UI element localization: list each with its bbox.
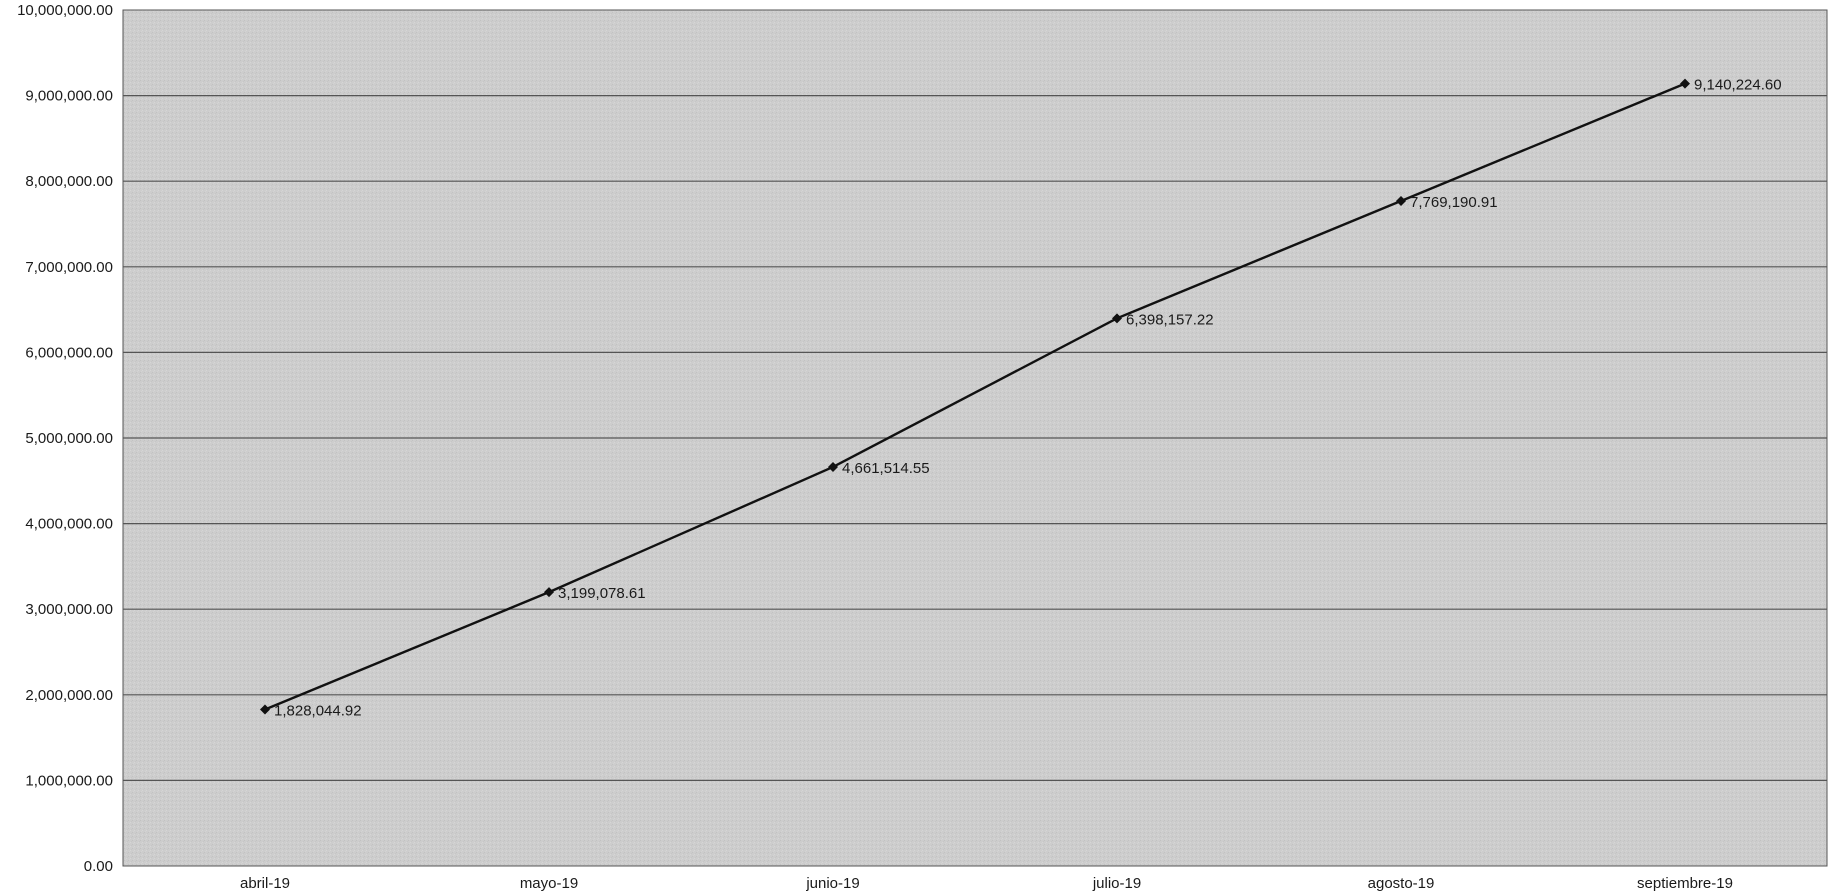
gridlines [123, 94, 1827, 782]
x-tick-label: julio-19 [1092, 875, 1141, 892]
data-label: 3,199,078.61 [558, 585, 646, 602]
data-labels: 1,828,044.92 3,199,078.61 4,661,514.55 6,39… [274, 77, 1782, 720]
data-label: 1,828,044.92 [274, 703, 362, 720]
y-tick-label: 0.00 [84, 858, 113, 875]
data-point-marker [260, 704, 270, 715]
data-label: 4,661,514.55 [842, 460, 930, 477]
x-tick-label: abril-19 [240, 875, 290, 892]
y-tick-label: 8,000,000.00 [25, 173, 113, 190]
x-tick-label: junio-19 [805, 875, 859, 892]
y-tick-label: 10,000,000.00 [17, 2, 113, 19]
data-point-marker [1112, 313, 1122, 324]
series-group [260, 78, 1690, 715]
data-label: 9,140,224.60 [1694, 77, 1782, 94]
data-point-marker [1396, 195, 1406, 206]
data-label: 6,398,157.22 [1126, 311, 1214, 328]
data-point-marker [544, 587, 554, 598]
data-point-marker [1680, 78, 1690, 89]
x-tick-label: mayo-19 [520, 875, 578, 892]
data-point-marker [828, 461, 838, 472]
y-tick-label: 5,000,000.00 [25, 430, 113, 447]
y-tick-label: 6,000,000.00 [25, 344, 113, 361]
y-tick-label: 2,000,000.00 [25, 687, 113, 704]
series-line [264, 82, 1686, 711]
y-tick-label: 7,000,000.00 [25, 259, 113, 276]
x-axis-tick-labels: abril-19 mayo-19 junio-19 julio-19 agosto-19… [240, 875, 1733, 892]
y-tick-label: 1,000,000.00 [25, 772, 113, 789]
y-axis-tick-labels: 0.00 1,000,000.00 2,000,000.00 3,000,000.00… [17, 2, 113, 875]
x-tick-label: agosto-19 [1368, 875, 1435, 892]
y-tick-label: 4,000,000.00 [25, 516, 113, 533]
x-tick-label: septiembre-19 [1637, 875, 1733, 892]
y-tick-label: 9,000,000.00 [25, 88, 113, 105]
y-tick-label: 3,000,000.00 [25, 601, 113, 618]
data-label: 7,769,190.91 [1410, 194, 1498, 211]
